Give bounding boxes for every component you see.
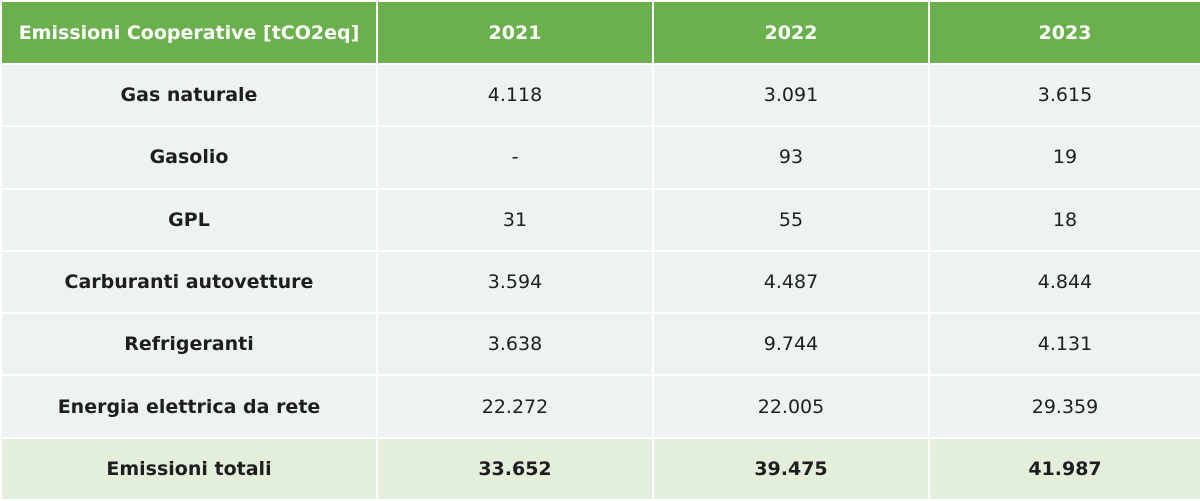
table-row: Gasolio - 93 19 [0,125,1200,190]
row-label-carburanti-autovetture: Carburanti autovetture [0,249,378,315]
row-label-gas-naturale: Gas naturale [0,62,378,128]
table-cell: 22.005 [652,374,930,439]
header-year-2021: 2021 [376,0,654,65]
total-cell-2023: 41.987 [928,436,1200,501]
table-cell: 3.615 [928,62,1200,128]
row-label-gasolio: Gasolio [0,125,378,190]
row-label-gpl: GPL [0,187,378,252]
table-row: Energia elettrica da rete 22.272 22.005 … [0,374,1200,439]
table-cell: 4.131 [928,312,1200,377]
row-label-refrigeranti: Refrigeranti [0,312,378,377]
table-cell: 31 [376,187,654,252]
table-row: Gas naturale 4.118 3.091 3.615 [0,62,1200,128]
table-cell: 29.359 [928,374,1200,439]
table-row: Carburanti autovetture 3.594 4.487 4.844 [0,249,1200,315]
total-cell-2021: 33.652 [376,436,654,501]
table-cell: 22.272 [376,374,654,439]
table-cell: 3.638 [376,312,654,377]
table-cell: 3.594 [376,249,654,315]
header-label-cell: Emissioni Cooperative [tCO2eq] [0,0,378,65]
table-cell: 9.744 [652,312,930,377]
header-year-2023: 2023 [928,0,1200,65]
table-row: GPL 31 55 18 [0,187,1200,252]
table-cell: - [376,125,654,190]
table-cell: 19 [928,125,1200,190]
total-cell-2022: 39.475 [652,436,930,501]
header-year-2022: 2022 [652,0,930,65]
table-header-row: Emissioni Cooperative [tCO2eq] 2021 2022… [0,0,1200,65]
table-cell: 93 [652,125,930,190]
table-cell: 55 [652,187,930,252]
total-label: Emissioni totali [0,436,378,501]
total-row: Emissioni totali 33.652 39.475 41.987 [0,436,1200,501]
table-cell: 18 [928,187,1200,252]
row-label-energia-elettrica: Energia elettrica da rete [0,374,378,439]
table-row: Refrigeranti 3.638 9.744 4.131 [0,312,1200,377]
table-cell: 4.487 [652,249,930,315]
table-cell: 4.844 [928,249,1200,315]
table-cell: 3.091 [652,62,930,128]
table-cell: 4.118 [376,62,654,128]
